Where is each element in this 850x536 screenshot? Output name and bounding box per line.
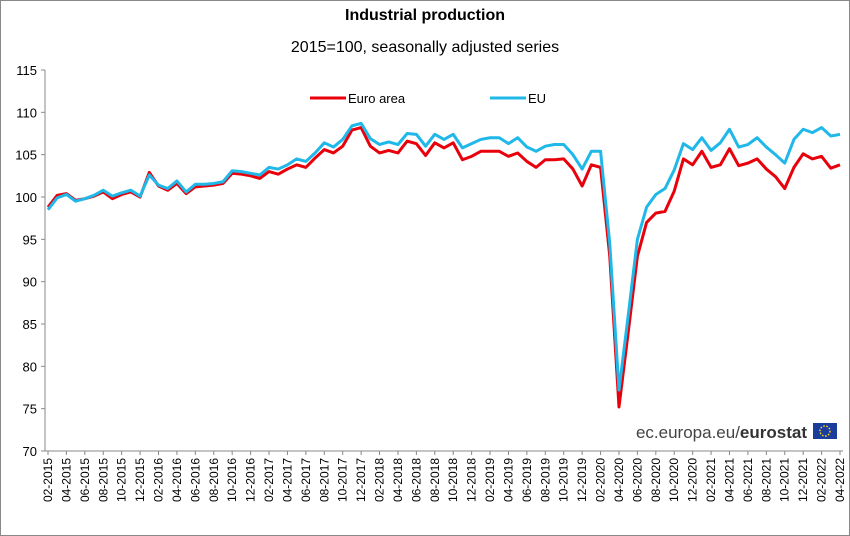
- x-tick-label: 12-2021: [796, 458, 810, 502]
- y-tick-label: 80: [23, 359, 37, 374]
- chart-title: Industrial production: [345, 7, 505, 24]
- x-tick-label: 04-2022: [833, 458, 847, 502]
- x-tick-label: 10-2019: [557, 458, 571, 502]
- x-tick-label: 08-2017: [317, 458, 331, 502]
- x-tick-label: 06-2017: [299, 458, 313, 502]
- x-tick-label: 08-2021: [759, 458, 773, 502]
- x-tick-label: 06-2021: [741, 458, 755, 502]
- y-tick-label: 70: [23, 444, 37, 459]
- x-tick-label: 04-2018: [391, 458, 405, 502]
- x-tick-label: 08-2018: [428, 458, 442, 502]
- y-tick-label: 95: [23, 232, 37, 247]
- x-tick-label: 12-2015: [133, 458, 147, 502]
- x-tick-label: 02-2021: [704, 458, 718, 502]
- x-tick-label: 08-2019: [538, 458, 552, 502]
- x-tick-label: 04-2016: [170, 458, 184, 502]
- source-brand: eurostat: [740, 423, 807, 442]
- x-tick-label: 10-2021: [778, 458, 792, 502]
- x-tick-label: 08-2020: [649, 458, 663, 502]
- x-tick-label: 02-2019: [483, 458, 497, 502]
- x-tick-label: 08-2016: [207, 458, 221, 502]
- x-tick-label: 06-2020: [630, 458, 644, 502]
- x-tick-label: 12-2017: [354, 458, 368, 502]
- y-tick-label: 75: [23, 402, 37, 417]
- x-tick-label: 10-2018: [446, 458, 460, 502]
- x-tick-label: 02-2015: [41, 458, 55, 502]
- x-tick-label: 02-2016: [152, 458, 166, 502]
- y-tick-label: 110: [16, 105, 37, 120]
- x-tick-label: 02-2017: [262, 458, 276, 502]
- x-tick-label: 06-2018: [409, 458, 423, 502]
- x-tick-label: 02-2020: [594, 458, 608, 502]
- x-tick-label: 12-2020: [686, 458, 700, 502]
- y-tick-label: 115: [16, 63, 37, 78]
- x-tick-label: 04-2017: [280, 458, 294, 502]
- legend-label: EU: [528, 91, 546, 106]
- x-tick-label: 06-2019: [520, 458, 534, 502]
- x-tick-label: 10-2017: [336, 458, 350, 502]
- y-tick-label: 90: [23, 275, 37, 290]
- x-tick-label: 10-2016: [225, 458, 239, 502]
- x-tick-label: 04-2019: [501, 458, 515, 502]
- source-text: ec.europa.eu/eurostat: [636, 423, 807, 442]
- x-tick-label: 04-2020: [612, 458, 626, 502]
- x-tick-label: 04-2015: [59, 458, 73, 502]
- x-tick-label: 12-2016: [244, 458, 258, 502]
- source-prefix: ec.europa.eu/: [636, 423, 740, 442]
- x-tick-label: 08-2015: [96, 458, 110, 502]
- series-line: [46, 121, 841, 392]
- x-tick-label: 06-2015: [78, 458, 92, 502]
- y-tick-label: 105: [15, 148, 37, 163]
- x-tick-label: 02-2018: [373, 458, 387, 502]
- eu-flag: [813, 423, 837, 439]
- source: ec.europa.eu/eurostat: [636, 423, 837, 442]
- eu-stars: [819, 425, 831, 437]
- x-tick-label: 10-2015: [115, 458, 129, 502]
- x-tick-label: 10-2020: [667, 458, 681, 502]
- y-tick-label: 85: [23, 317, 37, 332]
- x-tick-label: 12-2019: [575, 458, 589, 502]
- x-tick-label: 02-2022: [815, 458, 829, 502]
- x-tick-label: 04-2021: [722, 458, 736, 502]
- x-tick-label: 06-2016: [188, 458, 202, 502]
- y-tick-label: 100: [15, 190, 37, 205]
- chart-subtitle: 2015=100, seasonally adjusted series: [291, 39, 559, 56]
- x-tick-label: 12-2018: [465, 458, 479, 502]
- legend-label: Euro area: [348, 91, 406, 106]
